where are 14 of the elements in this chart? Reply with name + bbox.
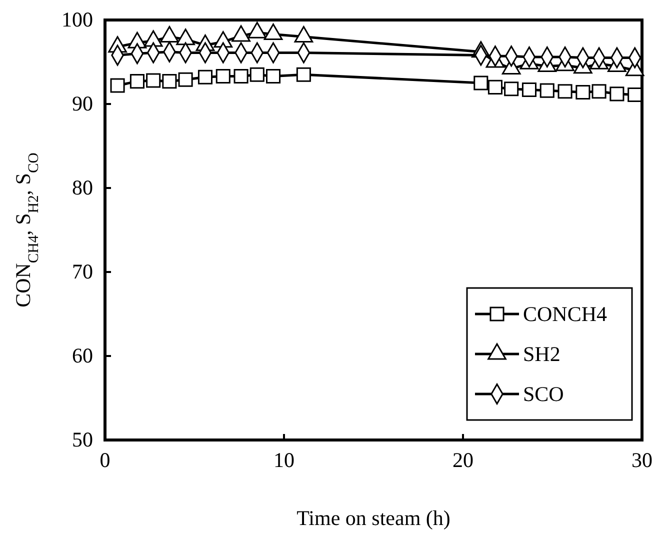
y-tick-label: 80: [72, 176, 93, 200]
y-tick-label: 90: [72, 92, 93, 116]
y-tick-label: 70: [72, 260, 93, 284]
legend-label: SCO: [523, 382, 564, 406]
x-tick-label: 0: [100, 448, 110, 472]
legend-label: CONCH4: [523, 302, 608, 326]
y-tick-label: 100: [62, 8, 93, 32]
x-tick-label: 30: [632, 448, 652, 472]
x-tick-label: 10: [274, 448, 294, 472]
y-tick-label: 60: [72, 344, 93, 368]
legend-label: SH2: [523, 342, 560, 366]
y-tick-label: 50: [72, 428, 93, 452]
x-tick-label: 20: [452, 448, 474, 472]
x-axis-title: Time on steam (h): [296, 506, 450, 530]
